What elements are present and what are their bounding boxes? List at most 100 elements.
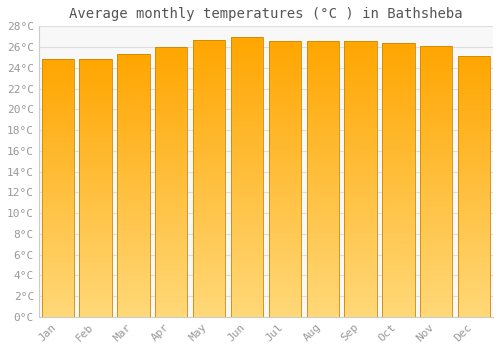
Bar — [231, 150, 263, 152]
Bar — [382, 57, 414, 58]
Bar — [382, 244, 414, 246]
Bar — [231, 304, 263, 306]
Bar — [306, 263, 339, 264]
Bar — [344, 188, 376, 190]
Bar — [458, 312, 490, 313]
Bar — [80, 191, 112, 192]
Bar — [193, 276, 225, 278]
Bar — [458, 279, 490, 280]
Bar — [344, 157, 376, 158]
Bar — [155, 183, 188, 184]
Bar — [458, 162, 490, 163]
Bar — [80, 202, 112, 204]
Bar — [231, 126, 263, 128]
Bar — [193, 250, 225, 252]
Bar — [269, 249, 301, 251]
Bar — [382, 51, 414, 52]
Bar — [269, 135, 301, 136]
Bar — [382, 252, 414, 254]
Bar — [193, 141, 225, 142]
Bar — [458, 300, 490, 301]
Bar — [193, 239, 225, 240]
Bar — [80, 198, 112, 200]
Bar — [42, 161, 74, 162]
Bar — [344, 219, 376, 220]
Bar — [420, 229, 452, 230]
Bar — [193, 209, 225, 210]
Bar — [306, 91, 339, 92]
Bar — [458, 222, 490, 223]
Bar — [420, 273, 452, 275]
Bar — [382, 72, 414, 73]
Bar — [306, 267, 339, 268]
Bar — [42, 128, 74, 129]
Bar — [344, 195, 376, 197]
Bar — [80, 79, 112, 80]
Bar — [118, 187, 150, 188]
Bar — [269, 295, 301, 296]
Bar — [80, 299, 112, 300]
Bar — [118, 110, 150, 111]
Bar — [344, 60, 376, 62]
Bar — [193, 202, 225, 203]
Bar — [344, 85, 376, 86]
Bar — [306, 204, 339, 205]
Bar — [382, 136, 414, 138]
Bar — [382, 284, 414, 285]
Bar — [269, 191, 301, 193]
Bar — [306, 197, 339, 198]
Bar — [382, 218, 414, 219]
Bar — [193, 169, 225, 170]
Bar — [269, 245, 301, 246]
Bar — [193, 98, 225, 99]
Bar — [42, 265, 74, 267]
Bar — [458, 128, 490, 129]
Bar — [382, 192, 414, 194]
Bar — [382, 288, 414, 289]
Bar — [458, 314, 490, 315]
Bar — [458, 239, 490, 240]
Bar — [155, 117, 188, 119]
Bar — [269, 226, 301, 227]
Bar — [42, 241, 74, 242]
Bar — [118, 184, 150, 186]
Bar — [80, 111, 112, 112]
Bar — [155, 195, 188, 197]
Bar — [420, 61, 452, 62]
Bar — [269, 126, 301, 128]
Bar — [231, 269, 263, 271]
Bar — [42, 269, 74, 271]
Bar — [458, 98, 490, 99]
Bar — [382, 296, 414, 297]
Bar — [42, 107, 74, 108]
Bar — [344, 55, 376, 56]
Bar — [420, 144, 452, 145]
Bar — [118, 102, 150, 103]
Bar — [306, 41, 339, 317]
Bar — [193, 278, 225, 279]
Bar — [118, 290, 150, 292]
Bar — [458, 146, 490, 147]
Bar — [42, 276, 74, 277]
Bar — [155, 171, 188, 173]
Bar — [382, 237, 414, 239]
Bar — [42, 248, 74, 250]
Bar — [155, 199, 188, 201]
Bar — [231, 244, 263, 245]
Bar — [80, 160, 112, 161]
Bar — [42, 133, 74, 134]
Bar — [193, 214, 225, 216]
Bar — [382, 300, 414, 302]
Bar — [344, 299, 376, 300]
Bar — [231, 175, 263, 177]
Bar — [382, 303, 414, 304]
Bar — [42, 201, 74, 202]
Bar — [306, 288, 339, 289]
Bar — [118, 250, 150, 251]
Bar — [118, 132, 150, 133]
Bar — [231, 222, 263, 223]
Bar — [306, 57, 339, 59]
Bar — [382, 239, 414, 240]
Bar — [344, 190, 376, 191]
Bar — [306, 50, 339, 52]
